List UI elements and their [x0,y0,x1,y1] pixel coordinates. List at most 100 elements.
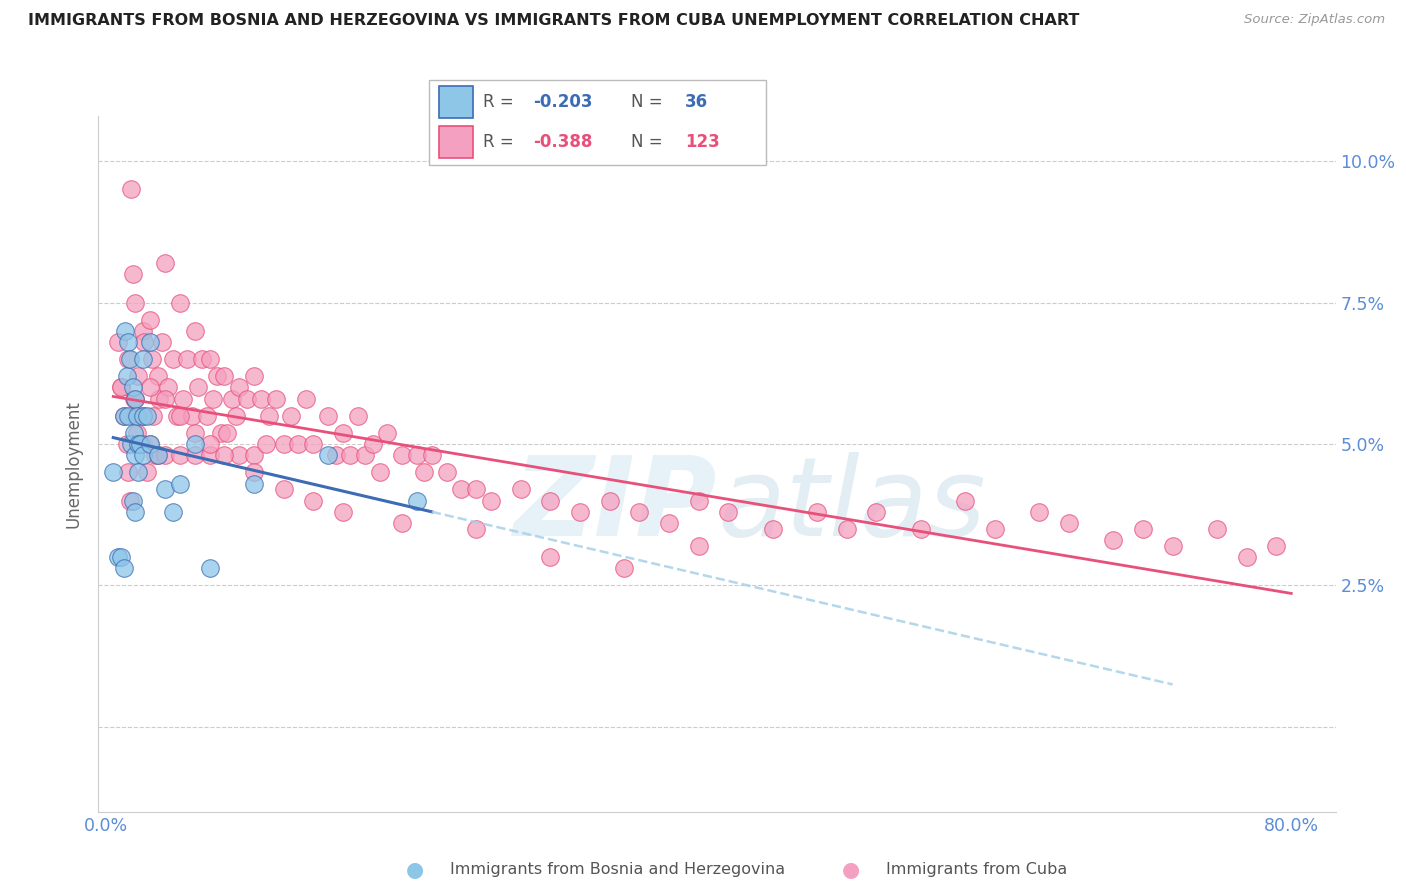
Point [332,505,354,519]
Point [132,409,155,423]
Point [420,448,443,462]
Point [538,550,561,565]
Bar [439,87,472,119]
Point [132,324,155,338]
Point [221,392,243,406]
Point [1236,550,1258,565]
Text: Immigrants from Cuba: Immigrants from Cuba [886,863,1067,877]
Point [658,516,681,531]
Point [628,505,651,519]
Point [107,550,129,565]
Point [122,392,145,406]
Point [139,437,162,451]
Point [139,437,162,451]
Y-axis label: Unemployment: Unemployment [65,400,83,528]
Point [465,483,488,497]
Point [406,493,429,508]
Point [228,380,250,394]
Point [325,448,347,462]
Point [361,437,384,451]
Text: N =: N = [631,133,668,151]
Point [688,539,710,553]
Point [865,505,887,519]
Point [150,335,173,350]
Point [121,268,143,282]
Point [143,448,166,462]
Point [124,295,146,310]
Point [243,448,266,462]
Point [184,448,207,462]
Point [413,466,436,480]
Text: Source: ZipAtlas.com: Source: ZipAtlas.com [1244,13,1385,27]
Point [688,493,710,508]
Point [118,493,141,508]
Text: atlas: atlas [717,452,986,559]
Point [187,380,209,394]
Point [1265,539,1288,553]
Point [162,352,184,367]
Text: ZIP: ZIP [513,452,717,559]
Point [214,369,236,384]
Point [295,392,318,406]
Point [198,437,221,451]
Point [153,448,176,462]
Point [127,437,149,451]
FancyBboxPatch shape [429,80,766,165]
Point [117,335,139,350]
Point [124,505,146,519]
Point [153,483,176,497]
Point [569,505,592,519]
Point [127,369,149,384]
Text: N =: N = [631,94,668,112]
Point [332,425,354,440]
Point [117,466,139,480]
Point [1206,522,1229,536]
Point [250,392,273,406]
Point [302,493,325,508]
Point [132,437,155,451]
Text: Immigrants from Bosnia and Herzegovina: Immigrants from Bosnia and Herzegovina [450,863,785,877]
Point [1132,522,1154,536]
Point [110,380,132,394]
Point [107,335,129,350]
Point [287,437,309,451]
Point [146,369,169,384]
Point [136,466,159,480]
Point [115,437,138,451]
Point [191,352,214,367]
Point [139,335,162,350]
Point [243,476,266,491]
Point [465,522,488,536]
Point [599,493,621,508]
Point [195,409,218,423]
Point [129,437,152,451]
Bar [439,126,472,158]
Text: 36: 36 [685,94,709,112]
Point [121,493,143,508]
Point [153,256,176,270]
Point [205,369,228,384]
Point [214,448,236,462]
Point [121,380,143,394]
Point [117,352,139,367]
Point [172,392,194,406]
Point [257,409,280,423]
Point [377,425,399,440]
Point [124,392,146,406]
Text: R =: R = [482,94,519,112]
Point [146,448,169,462]
Point [141,352,163,367]
Point [125,425,148,440]
Point [264,392,287,406]
Point [129,437,152,451]
Point [112,409,135,423]
Text: R =: R = [482,133,519,151]
Point [148,392,170,406]
Point [346,409,368,423]
Point [955,493,977,508]
Point [124,392,146,406]
Point [132,448,155,462]
Point [316,448,339,462]
Point [122,425,145,440]
Point [146,448,169,462]
